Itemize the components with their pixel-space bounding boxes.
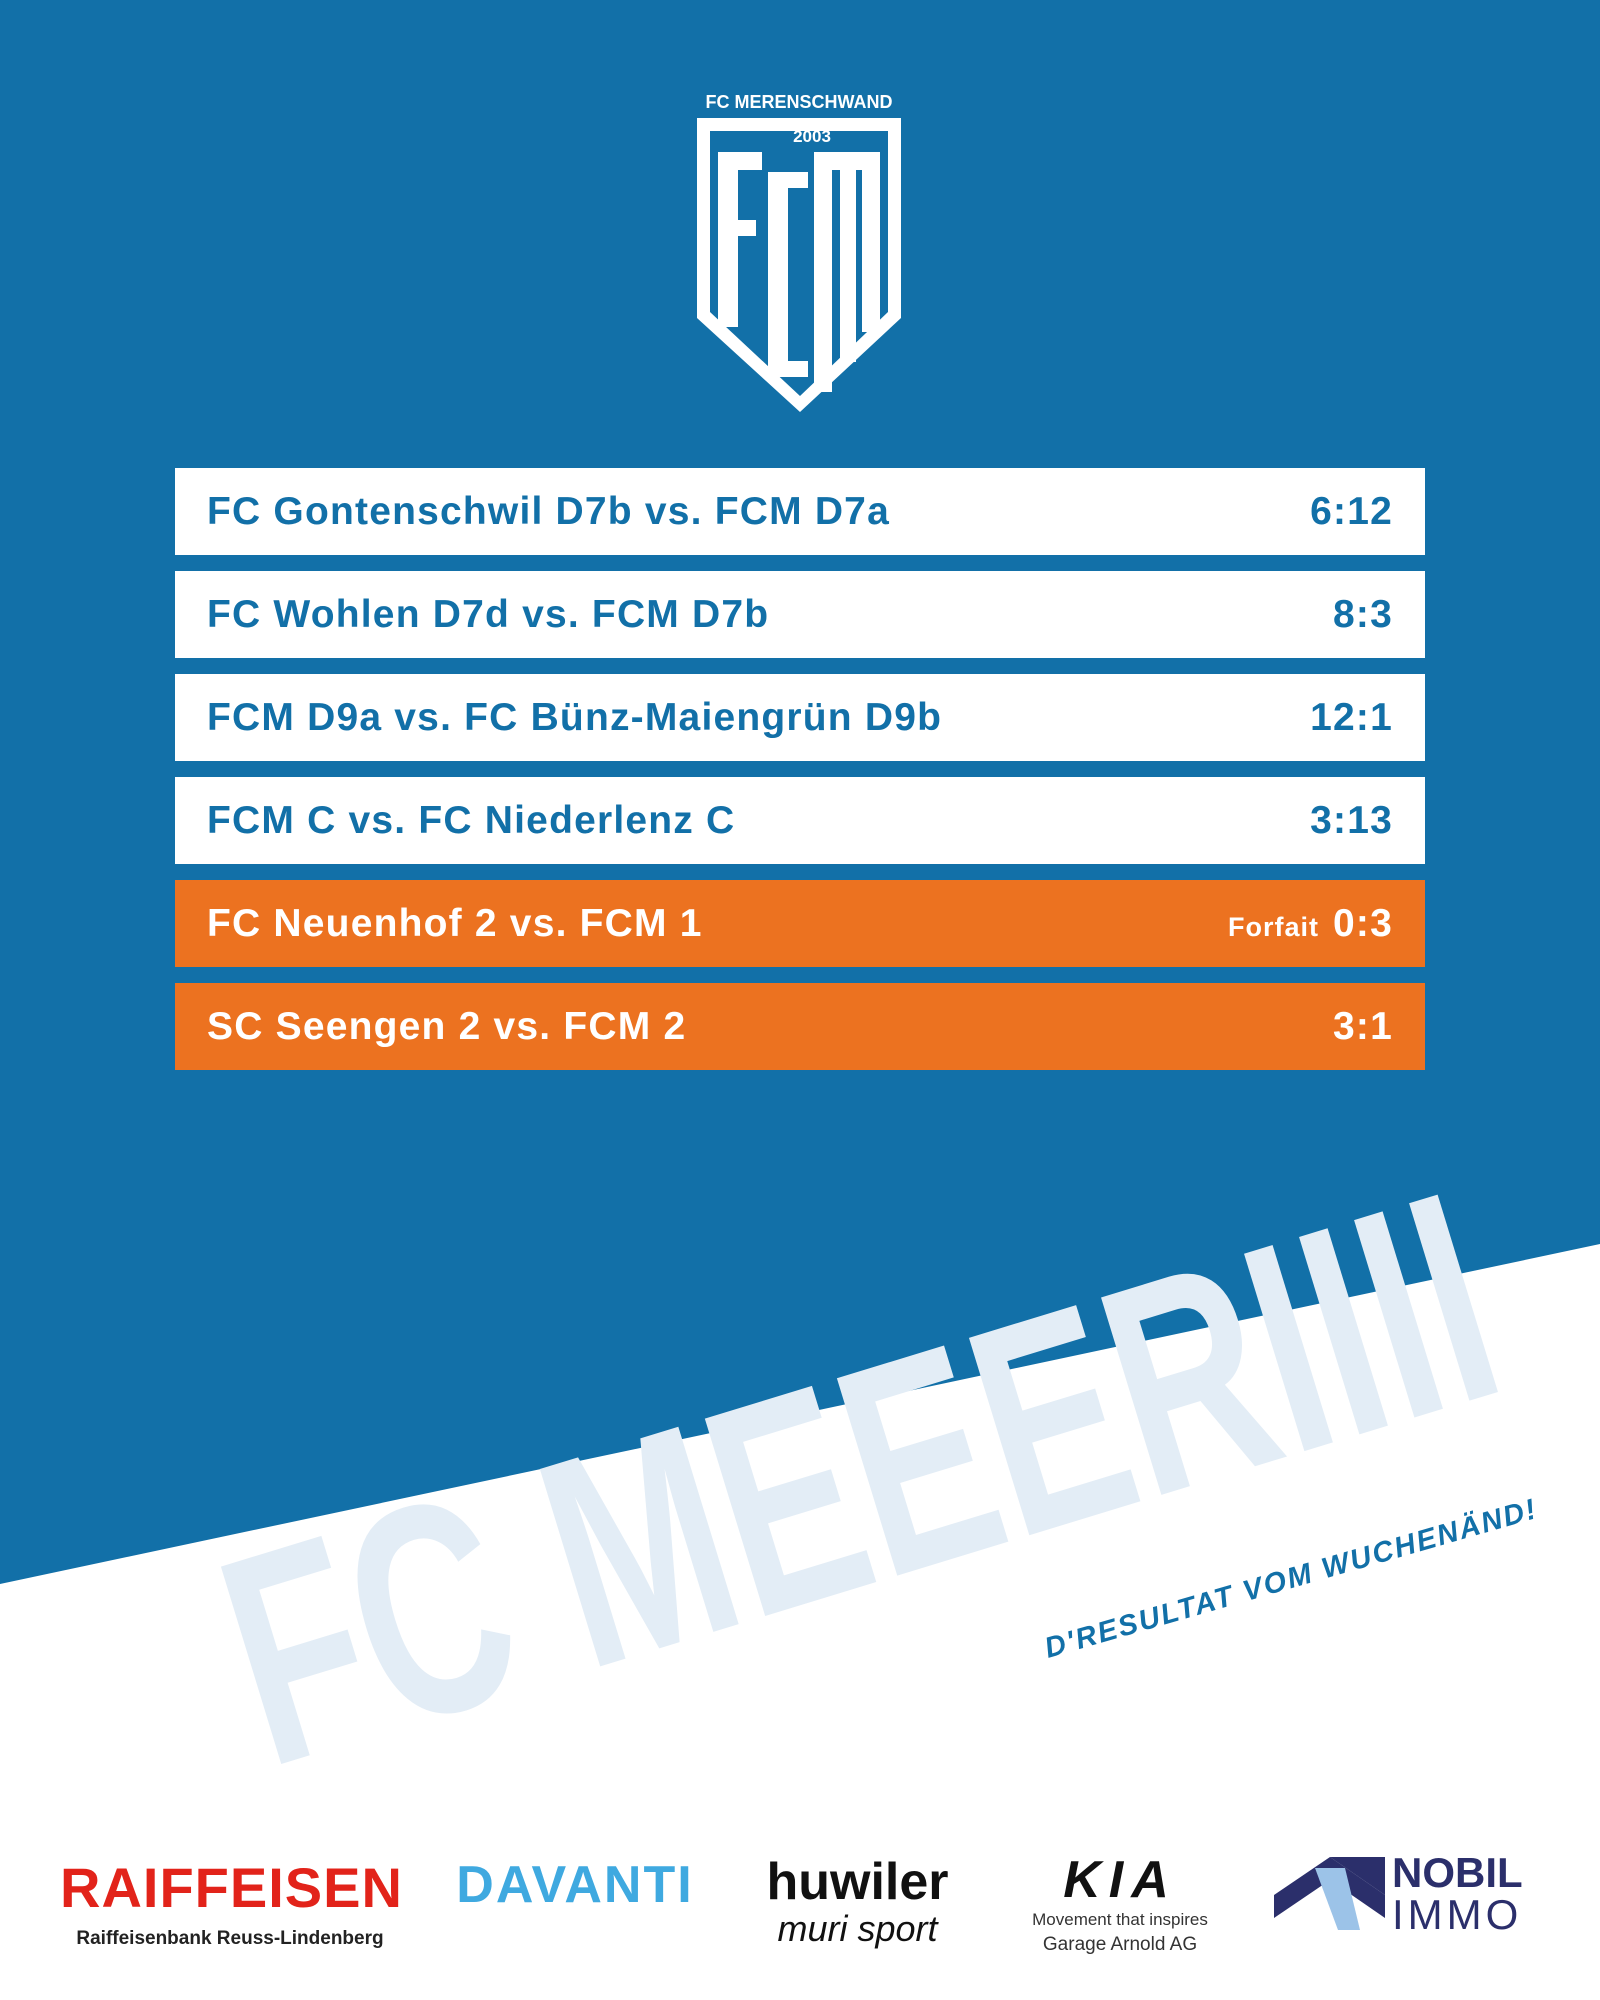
score-box: Forfait 0:3 (1228, 902, 1393, 946)
sponsor-name: huwiler (766, 1853, 949, 1911)
match: FCM D9a vs. FC Bünz-Maiengrün D9b (207, 695, 943, 739)
score-box: 3:1 (1333, 1005, 1393, 1049)
score: 0:3 (1333, 901, 1393, 945)
result-row: FCM D9a vs. FC Bünz-Maiengrün D9b 12:1 (175, 674, 1425, 761)
match: FC Wohlen D7d vs. FCM D7b (207, 592, 770, 636)
score-box: 6:12 (1310, 490, 1393, 534)
score: 6:12 (1310, 489, 1393, 533)
result-row: FC Neuenhof 2 vs. FCM 1 Forfait 0:3 (175, 880, 1425, 967)
result-row: FCM C vs. FC Niederlenz C 3:13 (175, 777, 1425, 864)
sponsor-nobil: NOBIL IMMO (1392, 1852, 1542, 1936)
sponsor-name: KIA (1063, 1851, 1177, 1909)
match: SC Seengen 2 vs. FCM 2 (207, 1004, 687, 1048)
result-row: FC Gontenschwil D7b vs. FCM D7a 6:12 (175, 468, 1425, 555)
sponsor-sub: IMMO (1392, 1891, 1523, 1938)
white-diagonal (0, 1244, 1600, 2000)
score-box: 12:1 (1310, 696, 1393, 740)
score: 12:1 (1310, 695, 1393, 739)
sponsor-kia: KIA Movement that inspires Garage Arnold… (1015, 1850, 1225, 1956)
sponsor-davanti: DAVANTI (435, 1855, 715, 1915)
sponsor-sub: muri sport (777, 1908, 938, 1949)
nobil-icon (1274, 1857, 1385, 1930)
sponsor-name: RAIFFEISEN (60, 1856, 403, 1919)
club-name: FC MERENSCHWAND (706, 92, 893, 112)
note: Forfait (1228, 911, 1320, 942)
score: 3:13 (1310, 798, 1393, 842)
sponsor-sub: Garage Arnold AG (1042, 1934, 1198, 1955)
club-year: 2003 (793, 127, 831, 146)
fcm-monogram (718, 152, 880, 392)
match: FC Gontenschwil D7b vs. FCM D7a (207, 489, 890, 533)
sponsor-name: NOBIL (1392, 1849, 1523, 1896)
result-row: SC Seengen 2 vs. FCM 2 3:1 (175, 983, 1425, 1070)
sponsor-sub: Movement that inspires (1032, 1910, 1208, 1929)
sponsor-name: DAVANTI (456, 1856, 694, 1914)
score: 3:1 (1333, 1004, 1393, 1048)
result-row: FC Wohlen D7d vs. FCM D7b 8:3 (175, 571, 1425, 658)
match: FCM C vs. FC Niederlenz C (207, 798, 736, 842)
sponsor-raiffeisen: RAIFFEISEN Raiffeisenbank Reuss-Lindenbe… (60, 1855, 403, 1950)
score-box: 8:3 (1333, 593, 1393, 637)
match: FC Neuenhof 2 vs. FCM 1 (207, 901, 703, 945)
score-box: 3:13 (1310, 799, 1393, 843)
sponsor-sub: Raiffeisenbank Reuss-Lindenberg (76, 1928, 384, 1949)
score: 8:3 (1333, 592, 1393, 636)
sponsor-huwiler: huwiler muri sport (745, 1852, 970, 1950)
